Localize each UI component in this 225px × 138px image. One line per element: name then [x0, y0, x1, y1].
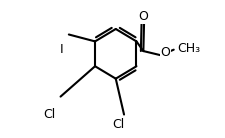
Text: O: O — [138, 10, 148, 23]
Text: I: I — [60, 43, 63, 56]
Text: CH₃: CH₃ — [176, 42, 199, 55]
Text: Cl: Cl — [112, 118, 124, 131]
Text: O: O — [160, 46, 170, 59]
Text: Cl: Cl — [43, 108, 55, 121]
